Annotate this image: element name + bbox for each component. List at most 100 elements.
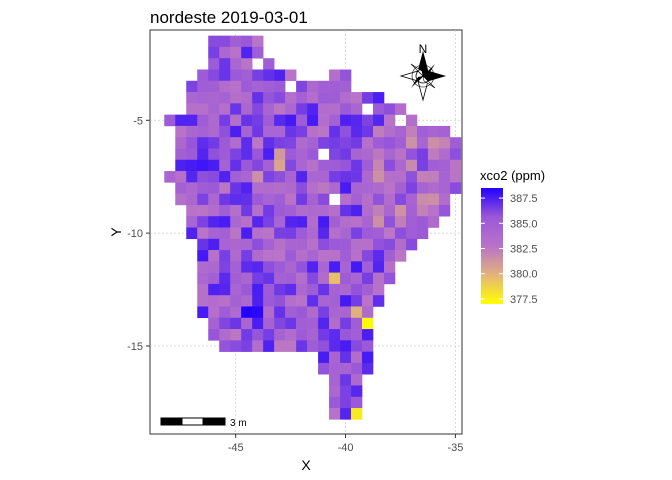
- xco2-cell: [197, 250, 209, 262]
- xco2-cell: [340, 283, 352, 296]
- y-axis-title: Y: [108, 227, 124, 237]
- xco2-cell: [252, 148, 264, 161]
- xco2-cell: [252, 80, 264, 93]
- xco2-cell: [241, 80, 253, 93]
- xco2-cell: [394, 182, 407, 194]
- xco2-cell: [230, 58, 242, 70]
- xco2-cell: [219, 261, 231, 273]
- xco2-cell: [230, 137, 242, 149]
- xco2-cell: [274, 306, 286, 319]
- xco2-cell: [362, 204, 374, 217]
- xco2-cell: [362, 216, 374, 228]
- xco2-cell: [252, 204, 264, 217]
- xco2-cell: [307, 283, 319, 296]
- xco2-cell: [351, 216, 363, 228]
- xco2-cell: [219, 114, 231, 127]
- xco2-cell: [219, 272, 231, 285]
- xco2-cell: [307, 80, 319, 93]
- xco2-cell: [219, 92, 231, 104]
- xco2-cell: [384, 261, 396, 273]
- xco2-cell: [318, 238, 330, 251]
- xco2-cell: [329, 340, 341, 352]
- xco2-cell: [263, 238, 275, 251]
- xco2-cell: [449, 137, 462, 149]
- xco2-cell: [186, 148, 198, 161]
- xco2-cell: [394, 125, 407, 138]
- xco2-cell: [219, 159, 231, 172]
- xco2-cell: [340, 295, 352, 307]
- xco2-cell: [329, 272, 341, 285]
- xco2-cell: [241, 238, 253, 251]
- xco2-cell: [340, 204, 352, 217]
- xco2-cell: [351, 261, 363, 273]
- xco2-cell: [274, 204, 286, 217]
- xco2-cell: [384, 114, 396, 127]
- xco2-cell: [252, 340, 264, 352]
- xco2-cell: [285, 92, 297, 104]
- xco2-cell: [230, 182, 242, 194]
- y-ticks: -5 -10 -15: [127, 115, 150, 353]
- xco2-cell: [186, 137, 198, 149]
- xco2-cell: [384, 272, 396, 285]
- xco2-cell: [219, 80, 231, 93]
- xco2-cell: [252, 103, 264, 115]
- xco2-cell: [285, 272, 297, 285]
- xco2-cell: [329, 204, 341, 217]
- xco2-cell: [263, 182, 275, 194]
- xco2-cell: [351, 272, 363, 285]
- xco2-cell: [438, 148, 451, 161]
- xco2-cell: [296, 340, 308, 352]
- xco2-cell: [252, 159, 264, 172]
- xco2-cell: [230, 261, 242, 273]
- xco2-cell: [241, 193, 253, 206]
- legend-break-label: 385.0: [510, 218, 538, 230]
- xco2-cell: [449, 182, 462, 194]
- xco2-cell: [373, 238, 385, 251]
- xco2-cell: [329, 385, 341, 398]
- xco2-cell: [164, 114, 176, 127]
- xco2-cell: [285, 148, 297, 161]
- xco2-cell: [351, 396, 363, 409]
- xco2-cell: [318, 295, 330, 307]
- xco2-cell: [373, 92, 385, 104]
- xco2-cell: [285, 193, 297, 206]
- xco2-cell: [307, 137, 319, 149]
- xco2-cell: [427, 171, 440, 183]
- xco2-cell: [329, 408, 341, 420]
- xco2-cell: [384, 103, 396, 115]
- xco2-cell: [252, 261, 264, 273]
- scale-bar: [160, 417, 226, 426]
- xco2-cell: [394, 171, 407, 183]
- xco2-cell: [384, 148, 396, 161]
- xco2-cell: [241, 329, 253, 341]
- xco2-cell: [340, 125, 352, 138]
- xco2-cell: [186, 204, 198, 217]
- xco2-cell: [362, 125, 374, 138]
- xco2-cell: [197, 103, 209, 115]
- xco2-cell: [394, 250, 407, 262]
- xco2-cell: [362, 92, 374, 104]
- xco2-cell: [384, 171, 396, 183]
- xco2-cell: [307, 171, 319, 183]
- xco2-cell: [252, 137, 264, 149]
- legend-breaks: 387.5 385.0 382.5 380.0 377.5: [481, 193, 538, 306]
- legend-colorbar: [481, 188, 503, 304]
- xco2-cell: [362, 272, 374, 285]
- xco2-cell: [394, 216, 407, 228]
- xco2-cell: [263, 227, 275, 240]
- xco2-cell: [263, 317, 275, 330]
- xco2-cell: [362, 295, 374, 307]
- xco2-cell: [373, 227, 385, 240]
- xco2-cell: [219, 125, 231, 138]
- xco2-cell: [307, 125, 319, 138]
- xco2-cell: [318, 329, 330, 341]
- xco2-cell: [362, 250, 374, 262]
- xco2-cell: [318, 125, 330, 138]
- xco2-cell: [285, 295, 297, 307]
- xco2-cell: [197, 69, 209, 82]
- xco2-cell: [241, 35, 253, 48]
- xco2-cell: [274, 137, 286, 149]
- xco2-cell: [416, 182, 429, 194]
- x-ticks: -45 -40 -35: [228, 434, 463, 454]
- xco2-cell: [318, 103, 330, 115]
